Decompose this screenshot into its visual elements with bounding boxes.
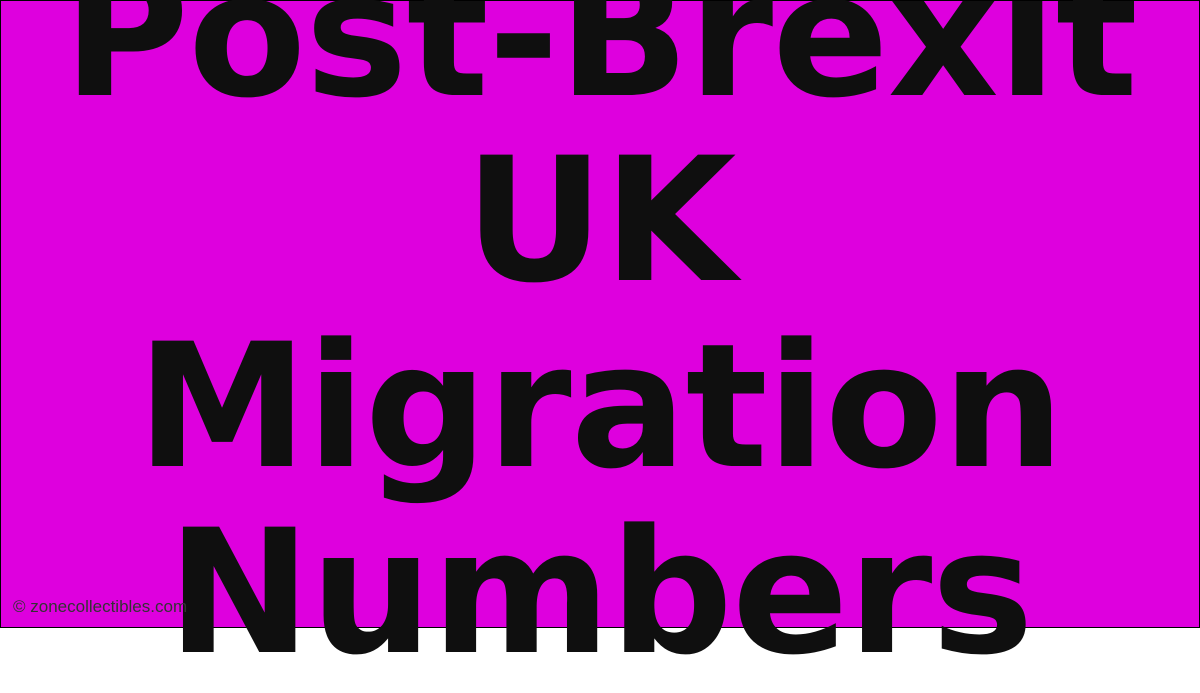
attribution-text: © zonecollectibles.com [13,597,187,617]
banner-card: Post-Brexit UK Migration Numbers © zonec… [0,0,1200,628]
headline-text: Post-Brexit UK Migration Numbers [1,0,1199,686]
